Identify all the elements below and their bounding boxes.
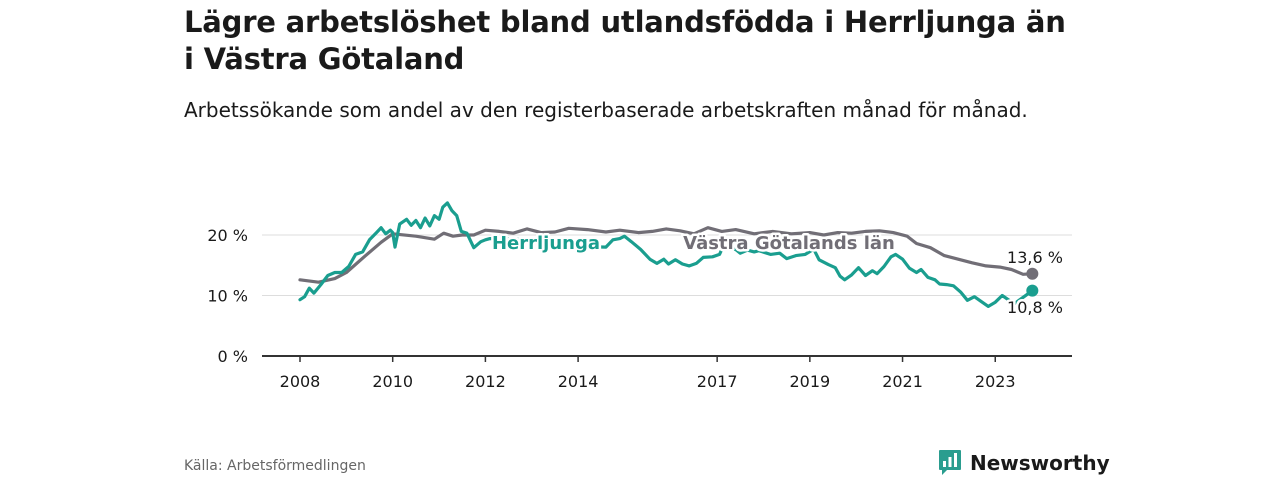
series-end-point-vastra-gotalands-lan [1026, 267, 1039, 280]
newsworthy-logo-icon [939, 450, 961, 475]
line-chart: 0 % 10 % 20 % 2008 2010 2012 2014 2017 2019 2021 2… [207, 201, 1072, 391]
series-label-herrljunga-halo: Herrljunga [492, 233, 600, 254]
y-tick-label: 20 % [207, 226, 248, 245]
end-label-herrljunga-halo: 10,8 % [1007, 298, 1063, 317]
x-tick-label: 2014 [558, 372, 599, 391]
x-tick-label: 2008 [280, 372, 321, 391]
brand-logo: Newsworthy [938, 448, 1110, 478]
x-tick-label: 2010 [372, 372, 413, 391]
brand-name: Newsworthy [970, 451, 1110, 475]
page-title: Lägre arbetslöshet bland utlandsfödda i … [184, 5, 1066, 76]
series-end-point-herrljunga [1026, 284, 1039, 297]
series-line-herrljunga [298, 201, 1034, 308]
x-tick-label: 2021 [882, 372, 923, 391]
x-tick-label: 2023 [975, 372, 1016, 391]
end-label-herrljunga: 10,8 % [1007, 298, 1063, 317]
y-tick-label: 0 % [218, 347, 248, 366]
x-tick-label: 2017 [697, 372, 738, 391]
y-tick-label: 10 % [207, 287, 248, 306]
source-note: Källa: Arbetsförmedlingen [184, 458, 366, 474]
end-label-vastra-gotalands-lan: 13,6 % [1007, 248, 1063, 267]
page-subtitle: Arbetssökande som andel av den registerb… [184, 98, 1028, 122]
series-label-vastra-gotalands-lan: Västra Götalands län [683, 233, 895, 254]
end-label-vastra-gotalands-lan-halo: 13,6 % [1007, 248, 1063, 267]
series-label-herrljunga: Herrljunga [492, 233, 600, 254]
series-label-vastra-gotalands-lan-halo: Västra Götalands län [683, 233, 895, 254]
x-tick-label: 2012 [465, 372, 506, 391]
x-tick-label: 2019 [789, 372, 830, 391]
series-line-vastra-gotalands-lan [298, 226, 1034, 284]
